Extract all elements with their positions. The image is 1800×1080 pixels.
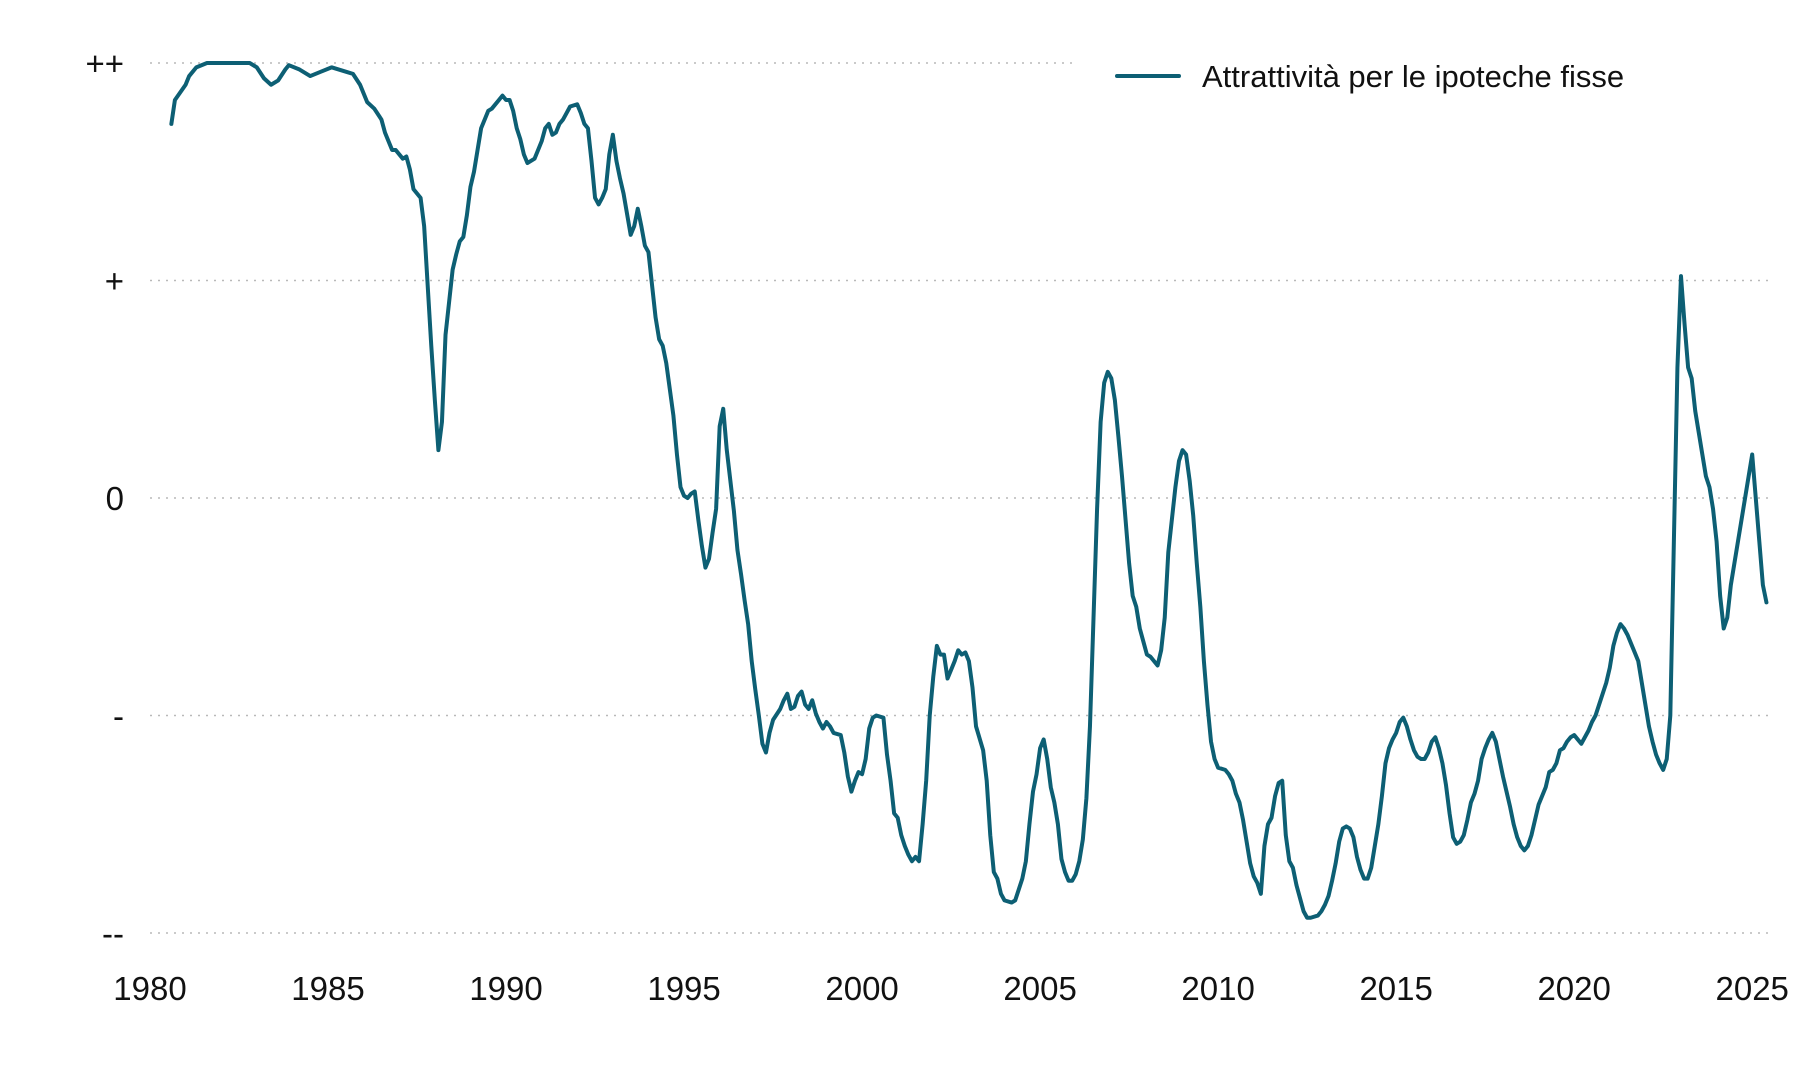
x-tick-label: 1995 bbox=[647, 970, 720, 1007]
x-tick-label: 1985 bbox=[291, 970, 364, 1007]
legend-label: Attrattività per le ipoteche fisse bbox=[1202, 59, 1624, 94]
x-axis: 1980 1985 1990 1995 2000 2005 2010 2015 2020 2025 bbox=[113, 970, 1789, 1007]
y-tick-label: + bbox=[105, 263, 124, 300]
x-tick-label: 2020 bbox=[1537, 970, 1610, 1007]
x-tick-label: 1980 bbox=[113, 970, 186, 1007]
legend: Attrattività per le ipoteche fisse bbox=[1115, 59, 1624, 94]
y-tick-label: - bbox=[113, 698, 124, 735]
grid-lines bbox=[150, 62, 1770, 934]
x-tick-label: 1990 bbox=[469, 970, 542, 1007]
x-tick-label: 2000 bbox=[825, 970, 898, 1007]
y-axis: +++0--- bbox=[85, 45, 124, 952]
x-tick-label: 2015 bbox=[1359, 970, 1432, 1007]
series-line-0 bbox=[169, 61, 1769, 920]
x-tick-label: 2010 bbox=[1181, 970, 1254, 1007]
x-tick-label: 2025 bbox=[1715, 970, 1788, 1007]
y-tick-label: -- bbox=[102, 915, 124, 952]
x-tick-label: 2005 bbox=[1003, 970, 1076, 1007]
series-group bbox=[169, 61, 1769, 920]
y-tick-label: ++ bbox=[85, 45, 124, 82]
y-tick-label: 0 bbox=[106, 480, 124, 517]
